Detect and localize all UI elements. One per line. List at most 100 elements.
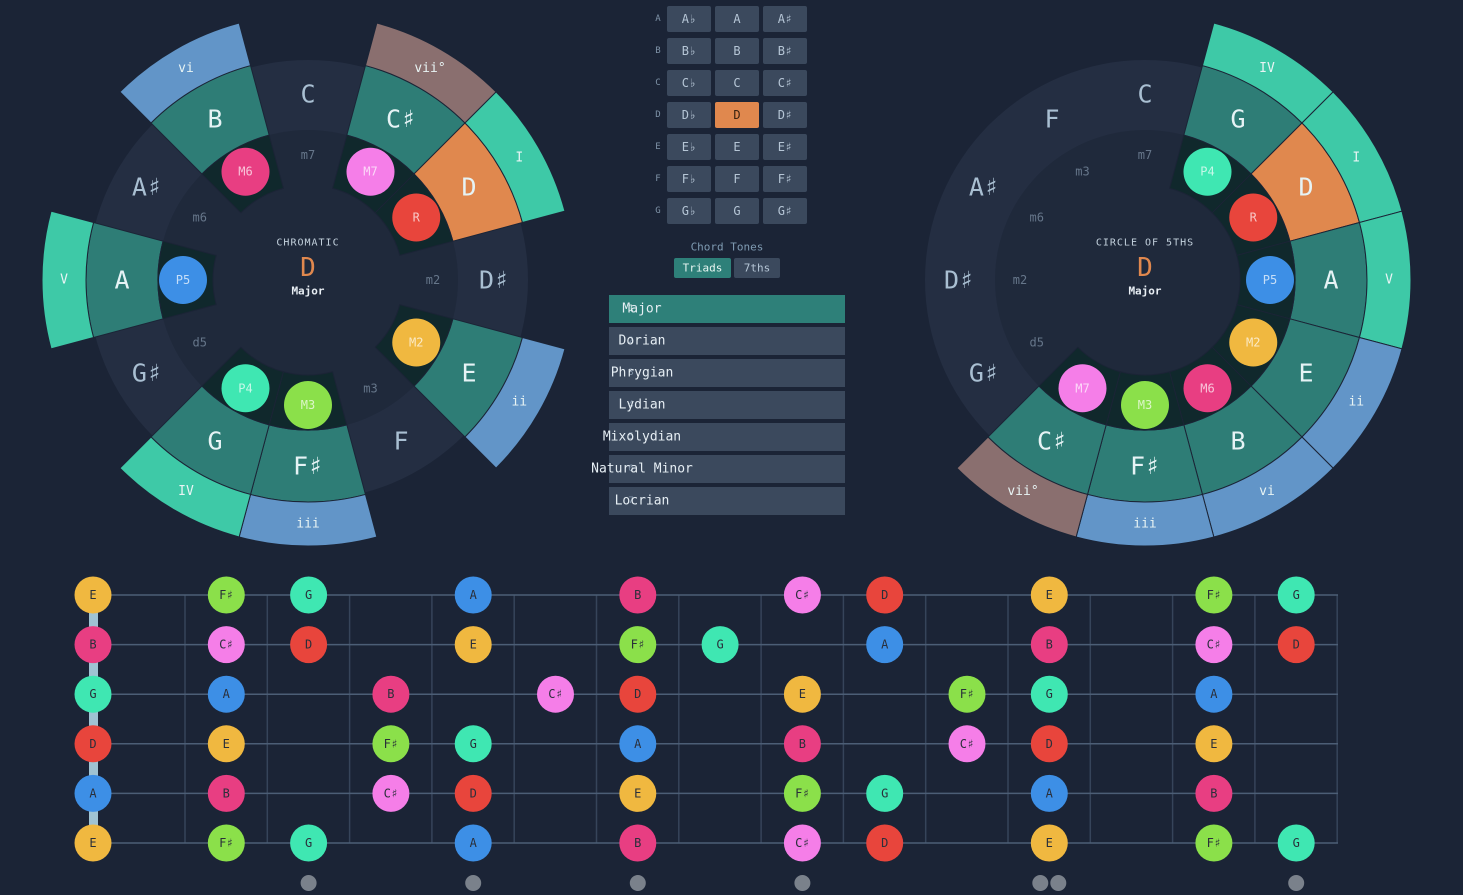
row-label: A xyxy=(655,14,661,24)
key-button[interactable] xyxy=(763,166,807,192)
note-label: B xyxy=(207,104,222,133)
note-label: C xyxy=(1137,80,1152,109)
fret-note xyxy=(1277,824,1315,862)
chord-option[interactable] xyxy=(734,258,780,278)
fret-note xyxy=(207,675,245,713)
interval-circle xyxy=(1229,318,1278,367)
note-label: A xyxy=(1323,266,1338,295)
key-button[interactable] xyxy=(667,198,711,224)
fret-note xyxy=(74,824,112,862)
fret-note-label: A xyxy=(1210,687,1218,701)
mode-button[interactable] xyxy=(609,391,845,419)
fret-note xyxy=(1277,576,1315,614)
degree-segment xyxy=(956,436,1089,538)
mode-button[interactable] xyxy=(609,295,845,323)
fret-note-label: G xyxy=(881,786,888,800)
interval-circle xyxy=(221,364,270,413)
key-button[interactable] xyxy=(715,6,759,32)
fret-note-label: B xyxy=(1046,638,1053,652)
mode-button[interactable] xyxy=(609,327,845,355)
key-button[interactable] xyxy=(715,166,759,192)
mode-button[interactable] xyxy=(609,359,845,387)
interval-circle xyxy=(1183,147,1232,196)
degree-label: ii xyxy=(511,395,527,410)
degree-label: vi xyxy=(178,61,194,76)
fret-marker xyxy=(794,875,811,891)
fret-note xyxy=(454,725,492,763)
fret-note-label: G xyxy=(305,836,312,850)
fret-note-label: A xyxy=(470,588,478,602)
interval-label: m3 xyxy=(1075,165,1089,179)
key-button[interactable] xyxy=(667,102,711,128)
mode-number: 6 xyxy=(628,464,633,474)
key-button[interactable] xyxy=(715,134,759,160)
fret-note xyxy=(783,725,821,763)
mode-button[interactable] xyxy=(609,423,845,451)
fret-note-label: B xyxy=(799,737,806,751)
mode-number: 7 xyxy=(628,496,633,506)
fret-note xyxy=(74,725,112,763)
fret-note xyxy=(1195,824,1233,862)
key-label: G xyxy=(733,204,740,218)
fret-note-label: C♯ xyxy=(960,737,974,751)
interval-circle xyxy=(392,193,441,242)
key-button[interactable] xyxy=(763,38,807,64)
chord-option-label: 7ths xyxy=(744,262,771,275)
interval-label: d5 xyxy=(193,336,207,350)
interval-label: M6 xyxy=(1200,381,1214,395)
fret-note-label: F♯ xyxy=(1207,588,1221,602)
degree-label: vii° xyxy=(1007,484,1038,499)
degree-segment xyxy=(464,91,566,224)
fret-note xyxy=(1030,675,1068,713)
note-label: C♯ xyxy=(1037,427,1067,456)
mode-button[interactable] xyxy=(609,455,845,483)
mode-button[interactable] xyxy=(609,487,845,515)
interval-label: P4 xyxy=(238,381,252,395)
row-label: B xyxy=(655,46,660,56)
key-button[interactable] xyxy=(715,198,759,224)
key-button[interactable] xyxy=(667,6,711,32)
degree-segment xyxy=(119,436,252,538)
fret-marker xyxy=(1032,875,1049,891)
fret-note xyxy=(1030,576,1068,614)
fret-note-label: E xyxy=(1046,836,1053,850)
degree-label: iii xyxy=(296,517,319,532)
mode-name: Lydian xyxy=(619,398,666,413)
note-label: C xyxy=(300,80,315,109)
mode-number: 5 xyxy=(628,432,633,442)
mode-name: Locrian xyxy=(615,494,670,509)
key-label: D♯ xyxy=(778,108,792,122)
interval-label: m6 xyxy=(193,211,207,225)
key-button[interactable] xyxy=(667,38,711,64)
key-label: F♯ xyxy=(778,172,792,186)
key-label: C xyxy=(733,76,740,90)
key-button[interactable] xyxy=(667,70,711,96)
key-button[interactable] xyxy=(763,198,807,224)
note-label: F xyxy=(393,427,408,456)
interval-label: P4 xyxy=(1200,165,1214,179)
fret-note-label: E xyxy=(89,836,96,850)
key-button[interactable] xyxy=(667,134,711,160)
fret-note-label: F♯ xyxy=(1207,836,1221,850)
key-button[interactable] xyxy=(763,134,807,160)
key-button[interactable] xyxy=(715,102,759,128)
interval-label: M3 xyxy=(1138,398,1152,412)
interval-label: m6 xyxy=(1030,211,1044,225)
note-label: G xyxy=(1230,104,1245,133)
fret-note xyxy=(783,675,821,713)
key-button[interactable] xyxy=(667,166,711,192)
key-button[interactable] xyxy=(763,102,807,128)
fret-note-label: A xyxy=(881,638,889,652)
key-button[interactable] xyxy=(763,6,807,32)
interval-circle xyxy=(1229,193,1278,242)
fret-note xyxy=(74,675,112,713)
interval-label: d5 xyxy=(1030,336,1044,350)
key-button[interactable] xyxy=(763,70,807,96)
chord-option[interactable] xyxy=(674,258,731,278)
key-button[interactable] xyxy=(715,38,759,64)
key-button[interactable] xyxy=(715,70,759,96)
interval-label: m7 xyxy=(1138,148,1152,162)
fret-note xyxy=(1195,774,1233,812)
fret-note xyxy=(1030,626,1068,664)
note-label: F♯ xyxy=(293,452,323,481)
